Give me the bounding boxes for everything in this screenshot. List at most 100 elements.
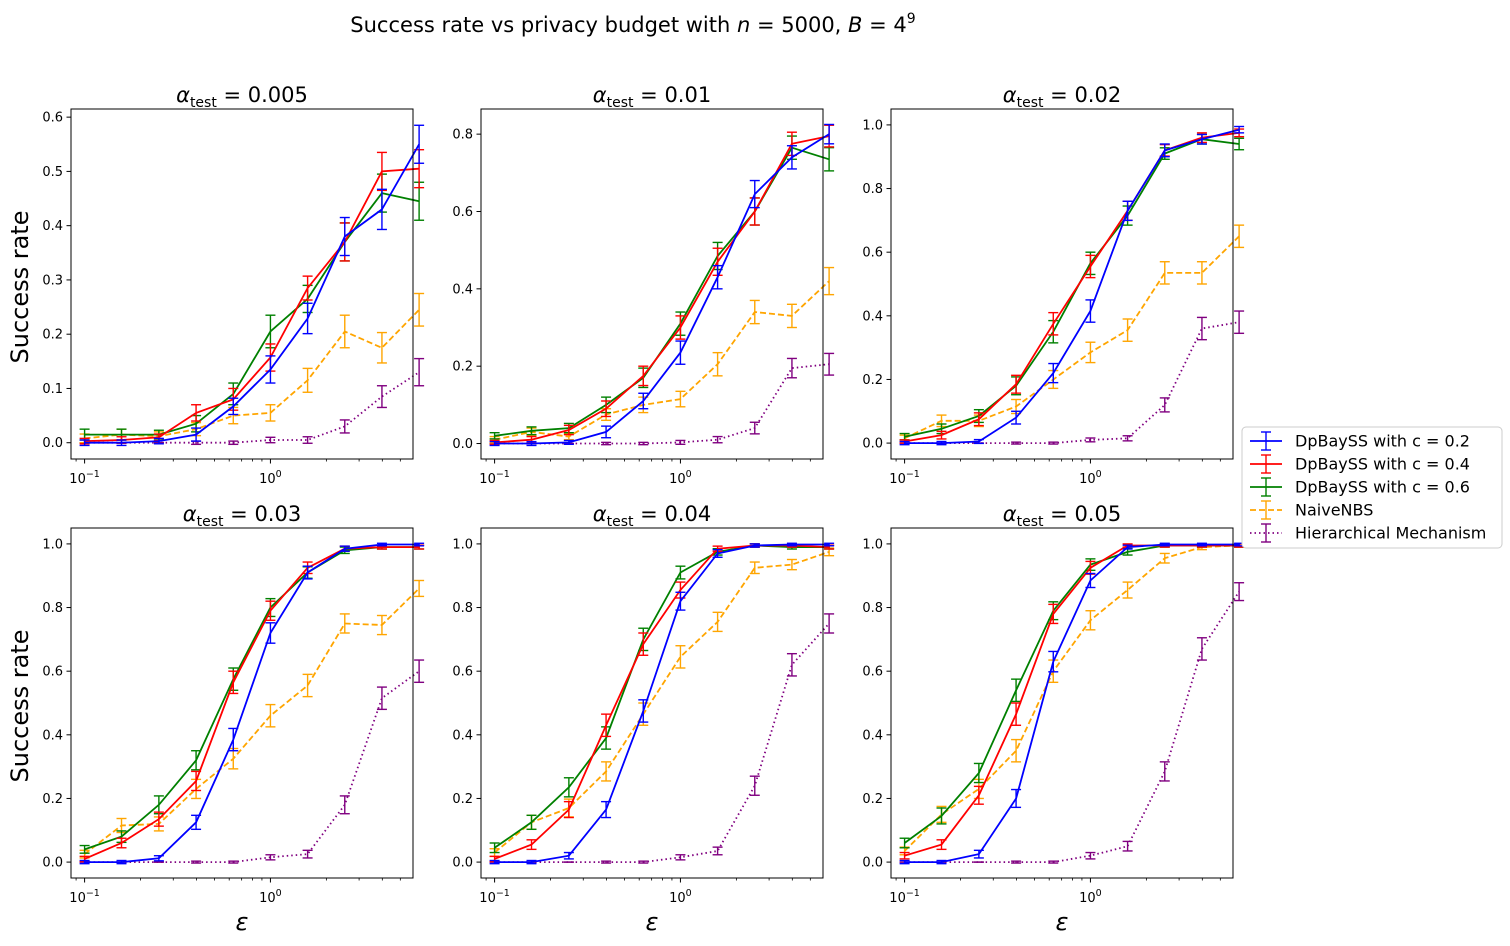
x-axis-label-middle: ε bbox=[646, 908, 659, 936]
series-dpbayss-with-c-0-6 bbox=[79, 544, 425, 854]
subplot-6: 10−1 100 0.0 0.2 0.4 0.6 0.8 1.0 αtest = 0.05 bbox=[862, 502, 1245, 906]
y-tick-label: 0.0 bbox=[42, 436, 63, 451]
legend-label: DpBaySS with c = 0.4 bbox=[1295, 455, 1470, 474]
y-tick-label: 0.8 bbox=[42, 601, 63, 616]
subplot-title: αtest = 0.03 bbox=[183, 502, 301, 530]
y-tick-label: 0.0 bbox=[862, 856, 883, 871]
y-tick-label: 0.2 bbox=[862, 373, 883, 388]
subplot-1: 10−1 100 0.0 0.1 0.2 0.3 0.4 0.5 0.6 αtest = 0.00… bbox=[42, 83, 425, 487]
y-tick-label: 0.2 bbox=[42, 792, 63, 807]
x-tick-label: 10−1 bbox=[479, 888, 510, 906]
series-line bbox=[84, 587, 420, 855]
series-line bbox=[84, 371, 420, 444]
y-tick-label: 0.0 bbox=[42, 856, 63, 871]
y-tick-label: 0.5 bbox=[42, 165, 63, 180]
series-line bbox=[84, 143, 420, 444]
axes-frame bbox=[480, 108, 824, 460]
figure-title-n-symbol: n bbox=[737, 13, 750, 37]
series-line bbox=[494, 543, 830, 863]
subplot-3: 10−1 100 0.0 0.2 0.4 0.6 0.8 1.0 αtest = 0.02 bbox=[862, 83, 1245, 487]
y-tick-label: 0.8 bbox=[862, 182, 883, 197]
legend-entry-3: DpBaySS with c = 0.6 bbox=[1250, 477, 1470, 497]
series-dpbayss-with-c-0-2 bbox=[489, 542, 835, 865]
y-tick-label: 0.8 bbox=[862, 601, 883, 616]
series-line bbox=[84, 670, 420, 863]
x-tick-label: 100 bbox=[259, 469, 282, 487]
y-tick-label: 0.3 bbox=[42, 273, 63, 288]
series-hierarchical-mechanism bbox=[899, 310, 1245, 445]
series-dpbayss-with-c-0-6 bbox=[899, 133, 1245, 441]
x-tick-label: 10−1 bbox=[889, 888, 920, 906]
series-line bbox=[84, 309, 420, 440]
x-tick-label: 100 bbox=[1079, 469, 1102, 487]
series-line bbox=[84, 546, 420, 851]
series-dpbayss-with-c-0-4 bbox=[489, 124, 835, 446]
series-dpbayss-with-c-0-2 bbox=[899, 125, 1245, 446]
series-line bbox=[494, 363, 830, 445]
series-line bbox=[494, 146, 830, 437]
legend-entry-4: NaiveNBS bbox=[1250, 500, 1373, 520]
series-line bbox=[904, 138, 1240, 438]
subplot-grid: 10−1 100 0.0 0.1 0.2 0.3 0.4 0.5 0.6 αtest = 0.00… bbox=[42, 83, 1245, 906]
series-line bbox=[494, 133, 830, 445]
series-dpbayss-with-c-0-4 bbox=[899, 128, 1245, 444]
figure-title-n-eq: = 5000, bbox=[750, 13, 848, 37]
axes-frame bbox=[480, 527, 824, 879]
series-line bbox=[903, 544, 1240, 852]
series-hierarchical-mechanism bbox=[489, 613, 835, 864]
y-tick-label: 0.4 bbox=[862, 728, 883, 743]
series-line bbox=[84, 192, 420, 436]
series-dpbayss-with-c-0-6 bbox=[489, 543, 835, 854]
axes-frame bbox=[890, 527, 1234, 879]
subplot-title: αtest = 0.05 bbox=[1003, 502, 1121, 530]
y-tick-label: 0.4 bbox=[452, 282, 473, 297]
legend: DpBaySS with c = 0.2 DpBaySS with c = 0.4… bbox=[1241, 426, 1503, 549]
series-dpbayss-with-c-0-4 bbox=[79, 148, 425, 445]
series-naivenbs bbox=[79, 579, 425, 859]
axes-frame bbox=[70, 108, 414, 460]
y-tick-label: 0.6 bbox=[862, 665, 883, 680]
y-tick-label: 0.6 bbox=[452, 665, 473, 680]
y-tick-label: 0.2 bbox=[452, 792, 473, 807]
series-dpbayss-with-c-0-2 bbox=[79, 124, 425, 447]
series-naivenbs bbox=[489, 547, 835, 858]
y-tick-label: 0.2 bbox=[862, 792, 883, 807]
y-tick-label: 0.6 bbox=[452, 205, 473, 220]
y-tick-label: 1.0 bbox=[862, 118, 883, 133]
series-dpbayss-with-c-0-6 bbox=[489, 135, 835, 440]
legend-label: NaiveNBS bbox=[1295, 501, 1373, 520]
series-line bbox=[494, 544, 830, 860]
series-line bbox=[494, 280, 830, 441]
series-hierarchical-mechanism bbox=[899, 582, 1245, 864]
series-dpbayss-with-c-0-2 bbox=[79, 542, 425, 865]
figure-title-prefix: Success rate vs privacy budget with bbox=[350, 13, 737, 37]
y-tick-label: 1.0 bbox=[42, 537, 63, 552]
x-tick-label: 10−1 bbox=[69, 888, 100, 906]
figure-title: Success rate vs privacy budget with n = … bbox=[350, 11, 915, 37]
series-line bbox=[494, 544, 830, 849]
axes-frame bbox=[890, 108, 1234, 460]
series-naivenbs bbox=[489, 266, 835, 444]
axes-frame bbox=[70, 527, 414, 879]
x-tick-label: 10−1 bbox=[479, 469, 510, 487]
series-hierarchical-mechanism bbox=[79, 659, 425, 864]
subplot-4: 10−1 100 0.0 0.2 0.4 0.6 0.8 1.0 αtest = 0.03 bbox=[42, 502, 425, 906]
subplot-5: 10−1 100 0.0 0.2 0.4 0.6 0.8 1.0 αtest = 0.04 bbox=[452, 502, 835, 906]
figure-title-b-symbol: B bbox=[848, 13, 862, 37]
y-tick-label: 0.2 bbox=[42, 328, 63, 343]
y-tick-label: 0.8 bbox=[452, 128, 473, 143]
subplot-title: αtest = 0.01 bbox=[593, 83, 711, 111]
series-line bbox=[84, 543, 420, 863]
y-tick-label: 1.0 bbox=[862, 537, 883, 552]
series-line bbox=[904, 543, 1240, 863]
y-tick-label: 0.4 bbox=[452, 728, 473, 743]
y-tick-label: 0.0 bbox=[452, 856, 473, 871]
y-tick-label: 0.2 bbox=[452, 360, 473, 375]
subplot-title: αtest = 0.04 bbox=[593, 502, 711, 530]
legend-entry-5: Hierarchical Mechanism bbox=[1250, 523, 1486, 543]
x-tick-label: 10−1 bbox=[889, 469, 920, 487]
series-line bbox=[494, 551, 830, 854]
series-dpbayss-with-c-0-4 bbox=[899, 543, 1245, 860]
series-line bbox=[904, 132, 1240, 443]
